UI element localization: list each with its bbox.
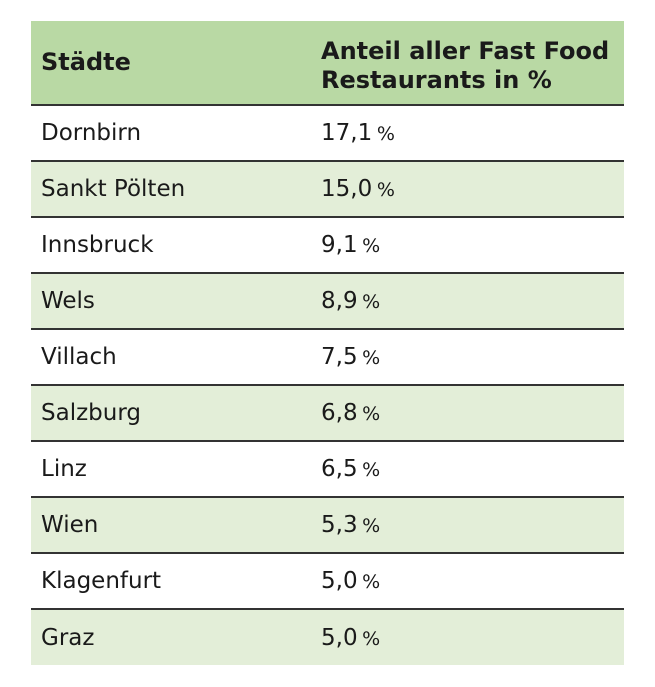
fast-food-share-table: Städte Anteil aller Fast Food Restaurant… (31, 21, 624, 665)
share-cell: 6,8 % (311, 385, 624, 442)
share-cell: 15,0 % (311, 161, 624, 218)
table-row: Sankt Pölten 15,0 % (31, 161, 624, 218)
share-unit: % (376, 179, 395, 201)
share-cell: 9,1 % (311, 217, 624, 274)
header-share: Anteil aller Fast Food Restaurants in % (311, 21, 624, 106)
share-cell: 6,5 % (311, 441, 624, 498)
share-cell: 5,0 % (311, 553, 624, 610)
share-cell: 17,1 % (311, 105, 624, 162)
table-header-row: Städte Anteil aller Fast Food Restaurant… (31, 21, 624, 106)
table-row: Dornbirn 17,1 % (31, 105, 624, 162)
share-cell: 5,0 % (311, 609, 624, 665)
share-cell: 8,9 % (311, 273, 624, 330)
city-cell: Villach (31, 329, 311, 386)
share-cell: 7,5 % (311, 329, 624, 386)
share-value: 17,1 (321, 120, 373, 146)
share-unit: % (362, 515, 381, 537)
header-city: Städte (31, 21, 311, 106)
table-row: Villach 7,5 % (31, 329, 624, 386)
city-cell: Linz (31, 441, 311, 498)
share-unit: % (362, 403, 381, 425)
header-city-label: Städte (41, 48, 131, 76)
city-cell: Sankt Pölten (31, 161, 311, 218)
share-unit: % (362, 291, 381, 313)
share-value: 9,1 (321, 232, 358, 258)
share-value: 5,0 (321, 568, 358, 594)
share-value: 7,5 (321, 344, 358, 370)
header-share-line2: Restaurants in % (321, 65, 552, 94)
share-unit: % (362, 571, 381, 593)
city-cell: Dornbirn (31, 105, 311, 162)
city-cell: Salzburg (31, 385, 311, 442)
share-unit: % (362, 459, 381, 481)
table-row: Wien 5,3 % (31, 497, 624, 554)
share-unit: % (362, 347, 381, 369)
city-cell: Wels (31, 273, 311, 330)
share-value: 5,0 (321, 624, 358, 651)
table-row: Innsbruck 9,1 % (31, 217, 624, 274)
city-cell: Wien (31, 497, 311, 554)
share-unit: % (362, 235, 381, 257)
share-unit: % (376, 123, 395, 145)
share-cell: 5,3 % (311, 497, 624, 554)
share-unit: % (362, 627, 381, 650)
table-row: Graz 5,0 % (31, 609, 624, 665)
city-cell: Klagenfurt (31, 553, 311, 610)
share-value: 8,9 (321, 288, 358, 314)
share-value: 6,8 (321, 400, 358, 426)
share-value: 5,3 (321, 512, 358, 538)
table-row: Linz 6,5 % (31, 441, 624, 498)
share-value: 6,5 (321, 456, 358, 482)
header-share-line1: Anteil aller Fast Food (321, 36, 610, 65)
fast-food-table-wrapper: Städte Anteil aller Fast Food Restaurant… (31, 21, 624, 665)
table-row: Wels 8,9 % (31, 273, 624, 330)
share-value: 15,0 (321, 176, 373, 202)
city-cell: Innsbruck (31, 217, 311, 274)
table-row: Klagenfurt 5,0 % (31, 553, 624, 610)
city-cell: Graz (31, 609, 311, 665)
table-row: Salzburg 6,8 % (31, 385, 624, 442)
